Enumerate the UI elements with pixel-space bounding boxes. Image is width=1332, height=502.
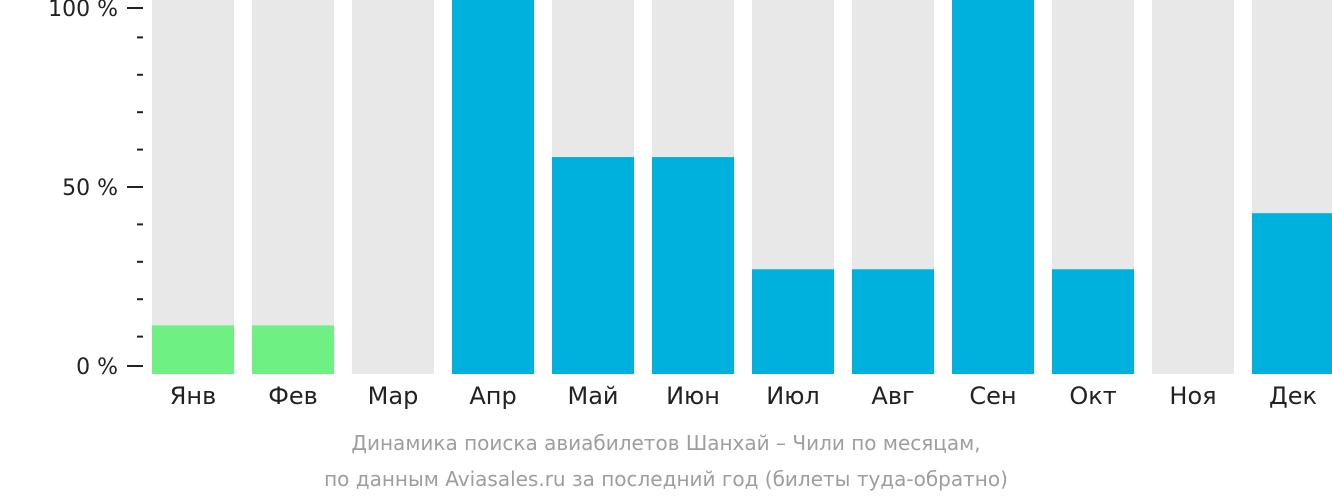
y-tick-label: 50 %: [62, 176, 118, 201]
x-tick-label: Май: [567, 382, 618, 410]
bar: [152, 325, 234, 374]
bar: [852, 269, 934, 374]
x-tick-label: Сен: [969, 382, 1016, 410]
y-axis: 0 % 50 % 100 %: [48, 0, 143, 380]
x-tick-label: Апр: [469, 382, 516, 410]
bar: [1252, 213, 1332, 374]
x-tick-label: Фев: [268, 382, 318, 410]
bar-background: [1152, 0, 1234, 374]
bar: [252, 325, 334, 374]
x-tick-label: Июл: [766, 382, 820, 410]
x-tick-label: Июн: [666, 382, 720, 410]
x-tick-label: Дек: [1269, 382, 1317, 410]
chart-caption-line-2: по данным Aviasales.ru за последний год …: [324, 467, 1008, 491]
y-tick-label: 0 %: [76, 355, 118, 380]
bar-background: [152, 0, 234, 374]
bar: [452, 0, 534, 374]
x-tick-label: Мар: [368, 382, 419, 410]
bar: [1052, 269, 1134, 374]
bar: [752, 269, 834, 374]
bar: [952, 0, 1034, 374]
x-tick-label: Окт: [1069, 382, 1116, 410]
x-tick-label: Янв: [170, 382, 217, 410]
bar-background: [352, 0, 434, 374]
bar-background: [252, 0, 334, 374]
chart-caption-line-1: Динамика поиска авиабилетов Шанхай – Чил…: [351, 431, 981, 455]
x-tick-label: Ноя: [1169, 382, 1216, 410]
x-axis-labels: Янв Фев Мар Апр Май Июн Июл Авг Сен Окт Ноя Дек: [170, 382, 1317, 410]
bar: [552, 157, 634, 374]
bars: [152, 0, 1332, 374]
bar: [652, 157, 734, 374]
x-tick-label: Авг: [871, 382, 914, 410]
y-tick-label: 100 %: [48, 0, 118, 22]
bar-chart: 0 % 50 % 100 % Янв Фев Мар Апр Май Июн Июл Авг Сен…: [48, 0, 1332, 410]
